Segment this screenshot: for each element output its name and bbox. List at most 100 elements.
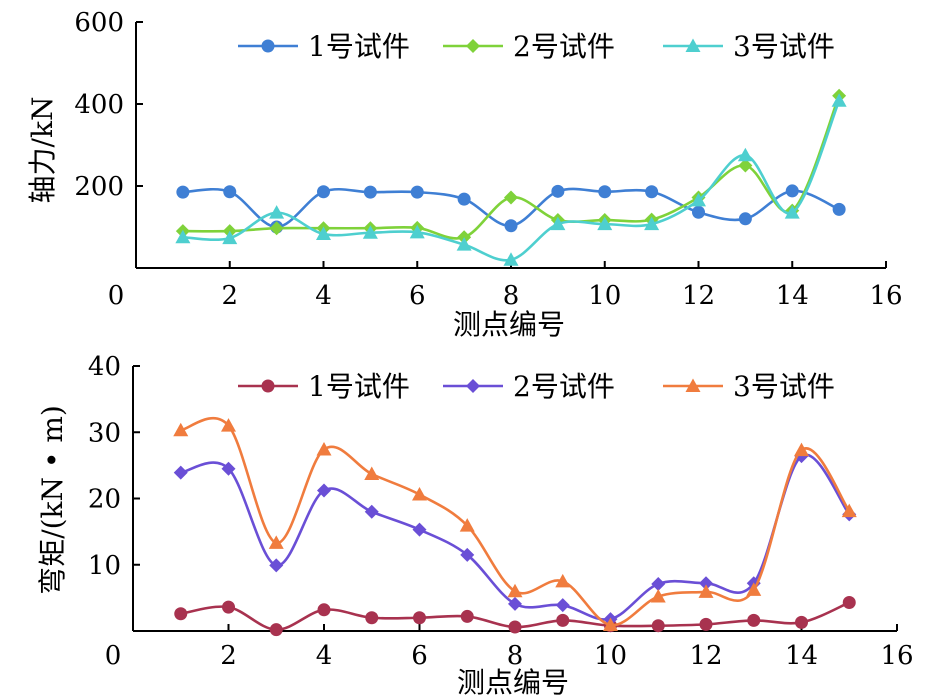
axial-force-data-point [316, 226, 331, 240]
axial-force-data-point [409, 224, 425, 239]
bending-moment-data-point [364, 466, 380, 480]
axial-force-data-point [784, 205, 800, 219]
bending-moment-data-point [413, 611, 426, 625]
bending-moment-x-axis-title: 测点编号 [457, 666, 569, 699]
bending-moment-data-point [555, 598, 570, 613]
axial-force-legend-marker [466, 39, 480, 53]
bending-moment-data-point [317, 483, 331, 498]
bending-moment-y-axis-title: 弯矩/(kN • m) [36, 405, 69, 595]
axial-force-y-tick-label: 600 [74, 8, 124, 38]
bending-moment-x-tick-label: 12 [689, 641, 722, 671]
axial-force-data-point [456, 237, 472, 251]
axial-force-data-point [269, 205, 285, 219]
axial-force-data-point [363, 185, 377, 199]
axial-force-data-point [785, 184, 799, 198]
axial-force-x-tick-label: 0 [108, 281, 125, 311]
bending-moment-data-point [221, 418, 236, 432]
axial-force-data-point [831, 93, 847, 107]
bending-moment-data-point [699, 617, 713, 631]
bending-moment-legend-label: 3号试件 [733, 370, 835, 403]
bending-moment-data-point [650, 589, 666, 603]
axial-force-x-tick-label: 2 [221, 281, 238, 311]
axial-force-data-point [832, 202, 846, 216]
bending-moment-legend-marker [261, 379, 275, 393]
bending-moment-x-tick-label: 10 [594, 641, 627, 671]
axial-force-data-point [738, 158, 753, 173]
axial-force-data-point [644, 216, 660, 231]
bending-moment-data-point [174, 607, 188, 621]
axial-force-y-axis-title: 轴力/kN [26, 97, 59, 204]
bending-moment-series-3 [173, 417, 857, 632]
bending-moment-data-point [746, 582, 762, 596]
bending-moment-x-tick-label: 2 [220, 641, 237, 671]
axial-force-data-point [692, 205, 705, 219]
bending-moment-x-tick-label: 0 [105, 641, 122, 671]
axial-force-data-point [222, 230, 238, 245]
bending-moment-legend-label: 1号试件 [308, 370, 410, 403]
axial-force-data-point [645, 185, 659, 199]
bending-moment-data-point [794, 442, 809, 457]
axial-force-data-point [503, 252, 519, 266]
bending-moment-data-point [841, 503, 857, 518]
bending-moment-data-point [460, 547, 475, 562]
axial-force-data-point [175, 229, 191, 244]
axial-force-data-point [691, 192, 706, 207]
axial-force-legend-marker [685, 38, 701, 52]
axial-force-x-tick-label: 16 [869, 281, 902, 311]
bending-moment-data-point [699, 576, 713, 591]
axial-force-series-3 [175, 93, 847, 266]
axial-force-data-point [269, 221, 284, 236]
bending-moment-data-point [317, 603, 331, 617]
bending-moment-y-tick-label: 10 [88, 551, 121, 581]
axial-force-legend-label: 2号试件 [513, 30, 615, 63]
axial-force-x-tick-label: 6 [409, 281, 426, 311]
bending-moment-data-point [459, 518, 475, 532]
axial-force-data-point [504, 190, 518, 205]
axial-force-x-axis-title: 测点编号 [453, 308, 565, 341]
bending-moment-data-point [365, 611, 379, 625]
bending-moment-data-point [842, 596, 856, 610]
axial-force-data-point [317, 185, 330, 199]
bending-moment-y-tick-label: 40 [88, 352, 121, 382]
bending-moment-data-point [460, 609, 474, 623]
bending-moment-x-tick-label: 14 [785, 641, 818, 671]
axial-force-y-tick-label: 200 [74, 172, 124, 202]
axial-force-x-tick-label: 8 [503, 281, 520, 311]
bending-moment-data-point [556, 613, 570, 627]
axial-force-data-point [504, 219, 518, 233]
axial-force-data-point [457, 192, 471, 206]
axial-force-series-line [182, 100, 841, 262]
axial-force-x-tick-label: 14 [776, 281, 809, 311]
bending-moment-data-point [269, 623, 283, 637]
bending-moment-data-point [651, 619, 665, 633]
bending-moment-data-point [507, 583, 523, 598]
bending-moment-data-point [173, 422, 189, 437]
axial-force-data-point [410, 185, 424, 199]
axial-force-data-point [551, 184, 565, 198]
axial-force-data-point [737, 147, 753, 162]
axial-force-legend-marker [261, 39, 275, 53]
bending-moment-x-tick-label: 4 [316, 641, 333, 671]
axial-force-x-tick-label: 4 [315, 281, 332, 311]
bending-moment-data-point [412, 522, 427, 537]
bending-moment-legend-marker [685, 378, 701, 392]
bending-moment-data-point [222, 600, 235, 614]
bending-moment-y-tick-label: 20 [88, 485, 121, 515]
bending-moment-data-point [747, 613, 761, 627]
bending-moment-data-point [698, 584, 714, 598]
axial-force-data-point [738, 212, 752, 226]
axial-force-data-point [598, 185, 612, 199]
axial-force-y-tick-label: 400 [74, 90, 124, 120]
bending-moment-data-point [603, 617, 618, 632]
bending-moment-x-tick-label: 16 [880, 641, 913, 671]
bending-moment-data-point [268, 535, 284, 549]
bending-moment-data-point [651, 576, 666, 591]
bending-moment-data-point [508, 620, 522, 634]
axial-force-legend-label: 3号试件 [733, 30, 835, 63]
bending-moment-chart: 0 2 4 6 8 10 12 14 16 10 20 30 40 测点编号 弯矩/(kN • m) 1号试件… [36, 352, 914, 699]
bending-moment-data-point [364, 504, 379, 519]
axial-force-legend-label: 1号试件 [308, 30, 410, 63]
bending-moment-y-tick-label: 30 [88, 418, 121, 448]
axial-force-x-tick-label: 12 [682, 281, 715, 311]
axial-force-legend: 1号试件 2号试件 3号试件 [238, 30, 835, 63]
